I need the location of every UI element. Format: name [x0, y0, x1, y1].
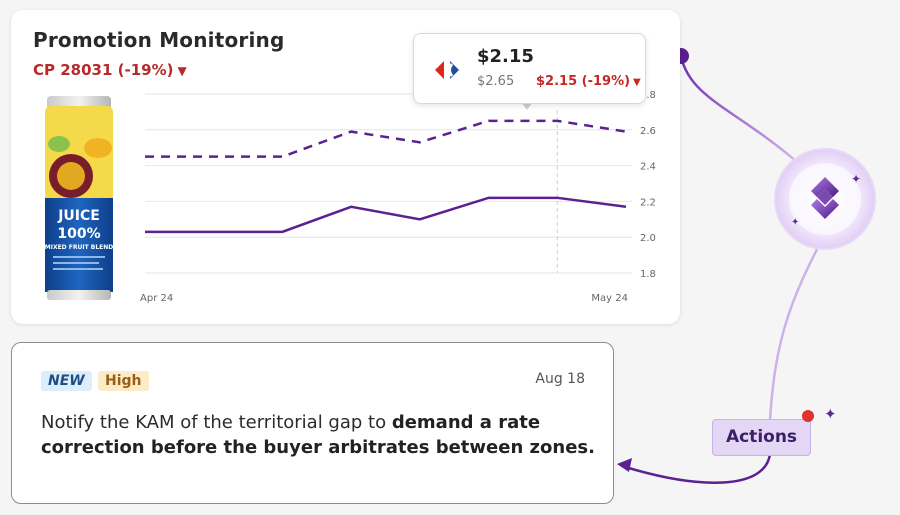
y-tick-label: 2.8	[640, 90, 656, 101]
sparkle-icon: ✦	[824, 405, 837, 423]
action-date: Aug 18	[535, 371, 585, 387]
action-message-bold: demand a rate correction before the buye…	[41, 412, 595, 458]
tooltip-change-label: $2.15 (-19%)	[536, 74, 631, 89]
x-tick-label: May 24	[591, 293, 628, 304]
juice-can-image: JUICE 100% MIXED FRUIT BLEND	[45, 96, 114, 300]
cp-label: CP 28031 (-19%)	[33, 61, 174, 79]
y-tick-label: 2.0	[640, 233, 656, 244]
tooltip-previous-price: $2.65	[477, 74, 515, 89]
action-message: Notify the KAM of the territorial gap to…	[41, 410, 601, 460]
series-line-0	[145, 119, 627, 158]
copilot-icon[interactable]: ✦ ✦	[773, 147, 877, 251]
y-tick-label: 2.6	[640, 126, 656, 137]
priority-badge: High	[98, 371, 149, 391]
actions-button[interactable]: Actions	[712, 419, 811, 456]
action-message-plain: Notify the KAM of the territorial gap to	[41, 412, 392, 433]
new-badge: NEW	[41, 371, 92, 391]
down-arrow-icon: ▼	[177, 64, 187, 78]
notification-dot	[802, 410, 814, 422]
svg-text:100%: 100%	[57, 226, 100, 242]
cp-change-label: CP 28031 (-19%) ▼	[33, 61, 187, 79]
svg-text:✦: ✦	[851, 172, 861, 186]
x-tick-label: Apr 24	[140, 293, 173, 304]
price-tooltip: $2.15 $2.65 $2.15 (-19%) ▼	[413, 33, 646, 104]
carrefour-logo	[435, 61, 459, 79]
series-line-1	[145, 196, 627, 234]
svg-text:JUICE: JUICE	[57, 208, 100, 224]
tooltip-change: $2.15 (-19%) ▼	[536, 74, 641, 89]
tooltip-pointer	[521, 102, 533, 110]
y-tick-label: 2.2	[640, 197, 656, 208]
card-title: Promotion Monitoring	[33, 28, 285, 52]
svg-text:✦: ✦	[791, 217, 799, 228]
y-tick-label: 1.8	[640, 269, 656, 280]
action-recommendation-card[interactable]: NEW High Aug 18 Notify the KAM of the te…	[11, 342, 614, 504]
y-tick-label: 2.4	[640, 162, 656, 173]
down-arrow-icon: ▼	[633, 77, 641, 88]
svg-text:MIXED FRUIT BLEND: MIXED FRUIT BLEND	[45, 244, 114, 251]
tooltip-current-price: $2.15	[477, 46, 534, 67]
